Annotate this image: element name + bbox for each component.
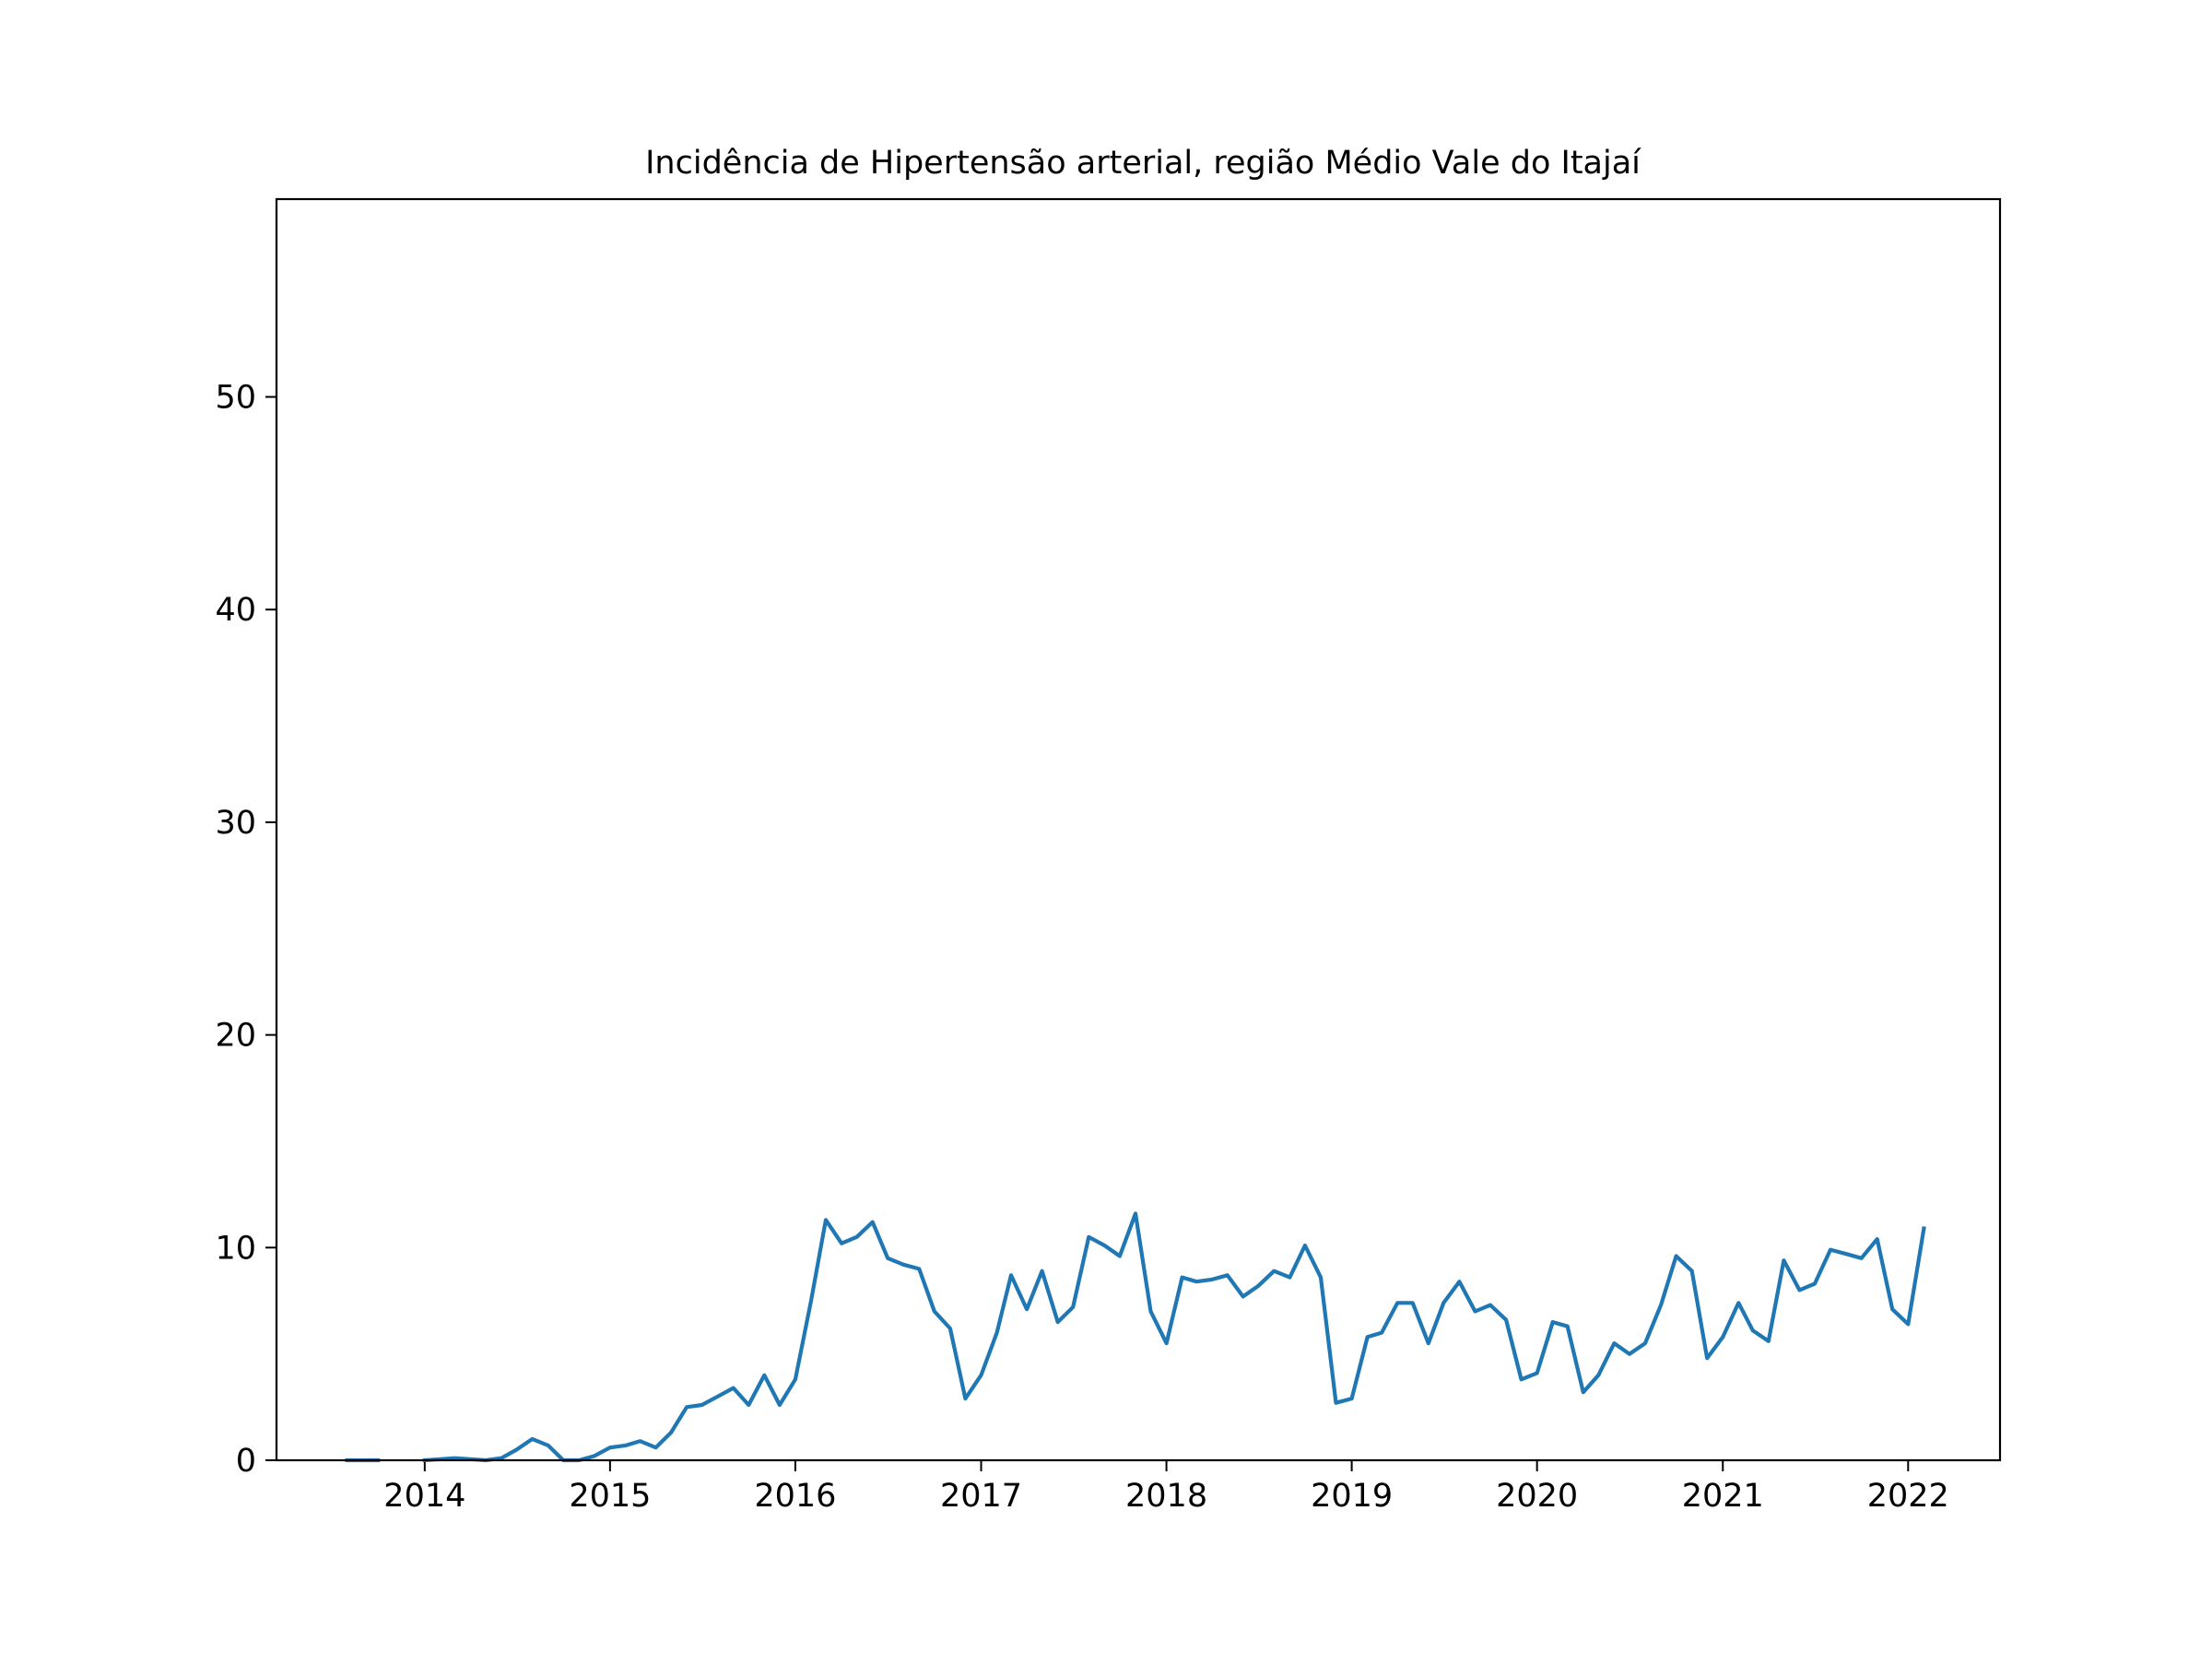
series-layer (345, 1211, 1926, 1463)
y-tick-label: 30 (215, 805, 256, 842)
x-tick-label: 2018 (1125, 1478, 1207, 1515)
x-tick-label: 2014 (383, 1478, 465, 1515)
y-axis: 0 10 20 30 40 50 (215, 380, 276, 1480)
y-tick-label: 20 (215, 1018, 256, 1055)
y-tick-label: 10 (215, 1230, 256, 1267)
x-axis: 2014 2015 2016 2017 2018 2019 2020 2021 2022 (383, 1460, 1949, 1515)
chart-title: Incidência de Hipertensão arterial, regi… (645, 145, 1641, 182)
x-tick-label: 2022 (1867, 1478, 1949, 1515)
x-tick-label: 2019 (1311, 1478, 1393, 1515)
y-tick-label: 50 (215, 380, 256, 417)
x-tick-label: 2017 (940, 1478, 1022, 1515)
x-tick-label: 2016 (754, 1478, 836, 1515)
x-tick-label: 2020 (1496, 1478, 1578, 1515)
y-tick-label: 0 (236, 1443, 256, 1480)
series-line (422, 1211, 1926, 1463)
x-tick-label: 2021 (1682, 1478, 1764, 1515)
x-tick-label: 2015 (569, 1478, 651, 1515)
plot-frame (275, 197, 2002, 1462)
y-tick-label: 40 (215, 592, 256, 629)
